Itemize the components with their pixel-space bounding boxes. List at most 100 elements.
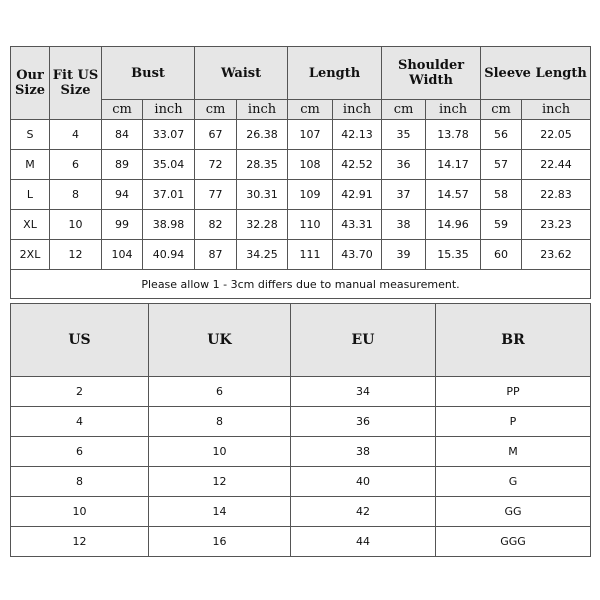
table-row: XL 10 99 38.98 82 32.28 110 43.31 38 14.96 59 23.23 bbox=[10, 209, 592, 240]
header-waist: Waist bbox=[194, 46, 289, 100]
table-row: M 6 89 35.04 72 28.35 108 42.52 36 14.17 57 22.44 bbox=[10, 149, 592, 180]
table-cell: 43.31 bbox=[332, 209, 383, 240]
table-cell: 14.96 bbox=[425, 209, 482, 240]
table-cell: 10 bbox=[49, 209, 102, 240]
table-row: 2 6 34 PP bbox=[10, 376, 591, 407]
table-cell: 110 bbox=[287, 209, 334, 240]
table-cell: 109 bbox=[287, 179, 334, 210]
table-cell: 36 bbox=[290, 406, 436, 437]
unit-header: inch bbox=[425, 99, 482, 120]
table-cell: 40 bbox=[290, 466, 436, 497]
table-cell: PP bbox=[435, 376, 591, 407]
table-cell: G bbox=[435, 466, 591, 497]
table-cell: 38.98 bbox=[141, 209, 196, 240]
table-cell: 32.28 bbox=[236, 209, 289, 240]
table-cell: 8 bbox=[49, 179, 102, 210]
table-cell: 23.62 bbox=[521, 239, 592, 270]
unit-header: inch bbox=[521, 99, 592, 120]
table-cell: 57 bbox=[480, 149, 523, 180]
table-cell: 89 bbox=[101, 149, 143, 180]
table-cell: 14 bbox=[148, 496, 291, 527]
table-cell: 60 bbox=[480, 239, 523, 270]
table-cell: 8 bbox=[10, 466, 149, 497]
table-cell: 14.17 bbox=[425, 149, 482, 180]
table-cell: 104 bbox=[101, 239, 143, 270]
table-cell: 16 bbox=[148, 526, 291, 557]
table-cell: 87 bbox=[194, 239, 238, 270]
table-cell: GG bbox=[435, 496, 591, 527]
table-cell: 30.31 bbox=[236, 179, 289, 210]
table-cell: 72 bbox=[194, 149, 238, 180]
table-cell: P bbox=[435, 406, 591, 437]
table-cell: 34 bbox=[290, 376, 436, 407]
table-cell: 94 bbox=[101, 179, 143, 210]
table-cell: 26.38 bbox=[236, 119, 289, 150]
table-row: 8 12 40 G bbox=[10, 466, 591, 497]
table-row: L 8 94 37.01 77 30.31 109 42.91 37 14.57 58 22.83 bbox=[10, 179, 592, 210]
table-row: 12 16 44 GGG bbox=[10, 526, 591, 557]
table-cell: 35 bbox=[381, 119, 427, 150]
unit-header: inch bbox=[236, 99, 289, 120]
table-cell: 22.05 bbox=[521, 119, 592, 150]
table-cell: 38 bbox=[290, 436, 436, 467]
table-cell: 99 bbox=[101, 209, 143, 240]
table-cell: M bbox=[435, 436, 591, 467]
table-row: 6 10 38 M bbox=[10, 436, 591, 467]
table-cell: 6 bbox=[148, 376, 291, 407]
measurement-table: Our Size Fit US Size Bust Waist Length S… bbox=[9, 46, 592, 299]
table-cell: 6 bbox=[49, 149, 102, 180]
table-cell: 12 bbox=[10, 526, 149, 557]
table-cell: 56 bbox=[480, 119, 523, 150]
table-cell: 40.94 bbox=[141, 239, 196, 270]
header-our-size: Our Size bbox=[10, 46, 50, 120]
table-cell: 23.23 bbox=[521, 209, 592, 240]
table-row: S 4 84 33.07 67 26.38 107 42.13 35 13.78 56 22.05 bbox=[10, 119, 592, 150]
table-cell: 4 bbox=[49, 119, 102, 150]
table-cell: 14.57 bbox=[425, 179, 482, 210]
table-cell: 8 bbox=[148, 406, 291, 437]
unit-header: inch bbox=[332, 99, 383, 120]
header-br: BR bbox=[435, 303, 591, 377]
unit-header: cm bbox=[101, 99, 143, 120]
table-cell: 42.52 bbox=[332, 149, 383, 180]
table-cell: 13.78 bbox=[425, 119, 482, 150]
header-eu: EU bbox=[290, 303, 436, 377]
table-cell: 15.35 bbox=[425, 239, 482, 270]
table-cell: 43.70 bbox=[332, 239, 383, 270]
table-cell: 34.25 bbox=[236, 239, 289, 270]
table-cell: 2XL bbox=[10, 239, 50, 270]
table-row: 2XL 12 104 40.94 87 34.25 111 43.70 39 15.35 60 23.… bbox=[10, 239, 592, 270]
unit-header: cm bbox=[194, 99, 238, 120]
table-cell: 44 bbox=[290, 526, 436, 557]
table-cell: 35.04 bbox=[141, 149, 196, 180]
table-cell: 42.91 bbox=[332, 179, 383, 210]
table-row: 10 14 42 GG bbox=[10, 496, 591, 527]
table-cell: M bbox=[10, 149, 50, 180]
header-length: Length bbox=[287, 46, 383, 100]
table-row: 4 8 36 P bbox=[10, 406, 591, 437]
table-cell: 38 bbox=[381, 209, 427, 240]
table-cell: XL bbox=[10, 209, 50, 240]
table-cell: S bbox=[10, 119, 50, 150]
header-fit-us-size: Fit US Size bbox=[49, 46, 102, 120]
table-cell: GGG bbox=[435, 526, 591, 557]
header-shoulder-width: Shoulder Width bbox=[381, 46, 482, 100]
table-cell: 4 bbox=[10, 406, 149, 437]
table-cell: 67 bbox=[194, 119, 238, 150]
table-cell: 36 bbox=[381, 149, 427, 180]
unit-header: cm bbox=[287, 99, 334, 120]
header-sleeve-length: Sleeve Length bbox=[480, 46, 592, 100]
table-cell: 6 bbox=[10, 436, 149, 467]
unit-header: inch bbox=[141, 99, 196, 120]
table-cell: 111 bbox=[287, 239, 334, 270]
table-cell: 22.83 bbox=[521, 179, 592, 210]
table-cell: 2 bbox=[10, 376, 149, 407]
table-cell: 42.13 bbox=[332, 119, 383, 150]
table-cell: 58 bbox=[480, 179, 523, 210]
measurement-note: Please allow 1 - 3cm differs due to manu… bbox=[9, 269, 592, 299]
header-uk: UK bbox=[148, 303, 291, 377]
table-cell: 42 bbox=[290, 496, 436, 527]
table-cell: 10 bbox=[10, 496, 149, 527]
header-us: US bbox=[10, 303, 149, 377]
table-cell: 22.44 bbox=[521, 149, 592, 180]
